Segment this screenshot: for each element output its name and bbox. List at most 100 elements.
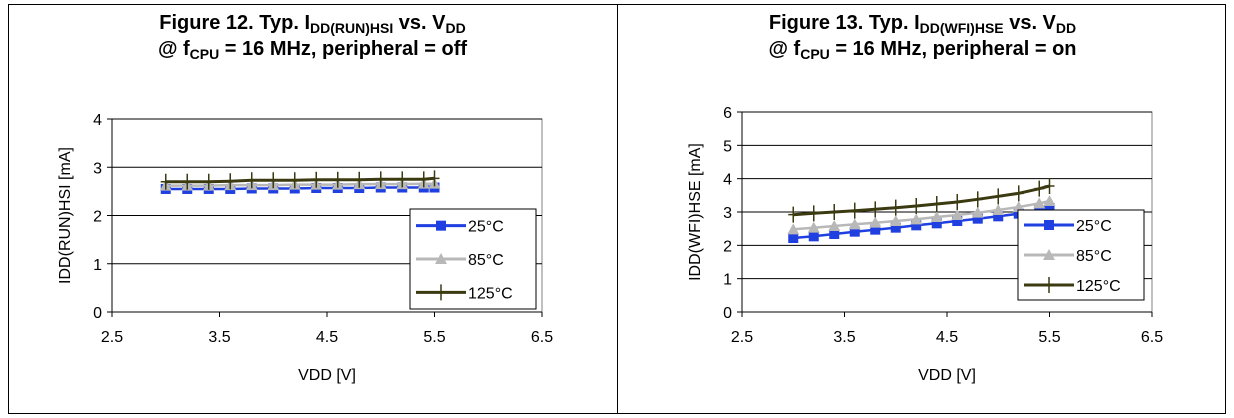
data-point (418, 171, 429, 188)
y-tick-label: 1 (93, 257, 102, 274)
legend-swatch-marker (436, 284, 446, 301)
y-tick-label: 5 (723, 138, 732, 155)
data-point (951, 209, 964, 220)
legend-swatch-marker (436, 220, 446, 231)
data-point (788, 233, 799, 243)
y-tick-label: 3 (723, 205, 732, 222)
y-axis-label: IDD(RUN)HSI [mA] (57, 147, 74, 284)
y-tick-label: 2 (723, 238, 732, 255)
legend-swatch-marker (435, 253, 447, 264)
data-point (787, 223, 800, 235)
data-point (1013, 185, 1024, 202)
legend-swatch-marker (1044, 277, 1054, 293)
figure-12-title: Figure 12. Typ. IDD(RUN)HSI vs. VDD @ fC… (8, 10, 617, 62)
data-point (808, 205, 819, 222)
x-tick-label: 4.5 (316, 329, 338, 346)
legend-label: 125°C (1076, 278, 1121, 295)
data-point (992, 204, 1005, 215)
data-point (911, 220, 922, 231)
legend-label: 125°C (468, 285, 513, 302)
data-point (889, 215, 902, 226)
legend-swatch-marker (1043, 249, 1055, 260)
data-point (972, 213, 983, 224)
x-tick-label: 3.5 (833, 329, 855, 346)
x-tick-label: 6.5 (531, 329, 553, 346)
figure-divider (617, 4, 618, 414)
data-point (268, 172, 279, 189)
data-point (993, 188, 1004, 205)
data-point (931, 218, 942, 229)
y-tick-label: 2 (93, 209, 102, 226)
figure-13-title-line1: Figure 13. Typ. IDD(WFI)HSE vs. VDD (768, 12, 1077, 36)
data-point (869, 216, 882, 228)
data-point (829, 229, 840, 239)
x-tick-label: 5.5 (423, 329, 445, 346)
legend-label: 85°C (468, 252, 504, 269)
x-tick-label: 4.5 (936, 329, 958, 346)
y-tick-label: 0 (93, 305, 102, 322)
figure-13-panel: Figure 13. Typ. IDD(WFI)HSE vs. VDD @ fC… (618, 4, 1227, 414)
y-tick-label: 3 (93, 160, 102, 177)
data-point (246, 172, 257, 189)
figure-13-title: Figure 13. Typ. IDD(WFI)HSE vs. VDD @ fC… (618, 10, 1227, 62)
data-point (890, 199, 901, 216)
data-point (332, 171, 343, 188)
legend-label: 85°C (1076, 248, 1112, 265)
data-point (1043, 195, 1056, 206)
data-point (848, 218, 861, 230)
data-point (1034, 180, 1045, 197)
y-tick-label: 4 (93, 112, 102, 129)
x-tick-label: 6.5 (1141, 329, 1163, 346)
figure-12-title-line2: @ fCPU = 16 MHz, peripheral = off (157, 38, 468, 62)
data-point (289, 172, 300, 189)
data-point (931, 196, 942, 212)
data-point (993, 211, 1004, 222)
x-tick-label: 2.5 (101, 329, 123, 346)
x-tick-label: 5.5 (1038, 329, 1060, 346)
data-point (225, 173, 236, 190)
x-axis-label: VDD [V] (298, 367, 356, 384)
y-tick-label: 6 (723, 105, 732, 122)
data-point (354, 171, 365, 188)
data-point (828, 220, 841, 231)
data-point (397, 171, 408, 188)
data-point (952, 194, 963, 210)
data-point (971, 206, 984, 218)
data-point (375, 171, 386, 188)
data-point (808, 231, 819, 242)
x-tick-label: 3.5 (208, 329, 230, 346)
y-tick-label: 1 (723, 272, 732, 289)
data-point (182, 173, 193, 190)
data-point (1012, 201, 1025, 212)
data-point (870, 201, 881, 218)
figure-13-chart: 0 1 2 3 4 5 6 2.5 3.5 4.5 5.5 6.5 VDD [V] IDD(WFI)HSE… (687, 105, 1163, 384)
x-axis-label: VDD [V] (918, 367, 976, 384)
data-point (849, 202, 860, 219)
y-tick-label: 0 (723, 305, 732, 322)
data-point (160, 173, 171, 190)
data-point (972, 191, 983, 208)
data-point (203, 173, 214, 190)
figure-13-title-line2: @ fCPU = 16 MHz, peripheral = on (768, 38, 1077, 62)
data-point (911, 198, 922, 214)
data-point (311, 171, 322, 188)
data-point (849, 226, 860, 237)
legend-swatch-marker (1044, 220, 1054, 230)
series-line-2 (165, 182, 435, 187)
legend-label: 25°C (1076, 218, 1112, 235)
data-point (788, 206, 799, 223)
data-point (952, 216, 963, 226)
legend-label: 25°C (468, 219, 504, 236)
data-point (930, 211, 943, 222)
data-point (870, 224, 881, 235)
data-point (1033, 197, 1046, 209)
data-point (890, 222, 901, 233)
figure-12-chart: 0 1 2 3 4 2.5 3.5 4.5 5.5 6.5 VDD [V] IDD(RUN)HSI [… (57, 112, 553, 384)
data-point (807, 221, 820, 233)
data-point (429, 170, 440, 187)
y-axis-label: IDD(WFI)HSE [mA] (687, 143, 704, 281)
figure-12-title-line1: Figure 12. Typ. IDD(RUN)HSI vs. VDD (159, 12, 466, 36)
y-tick-label: 4 (723, 172, 732, 189)
data-point (910, 213, 923, 225)
x-tick-label: 2.5 (731, 329, 753, 346)
